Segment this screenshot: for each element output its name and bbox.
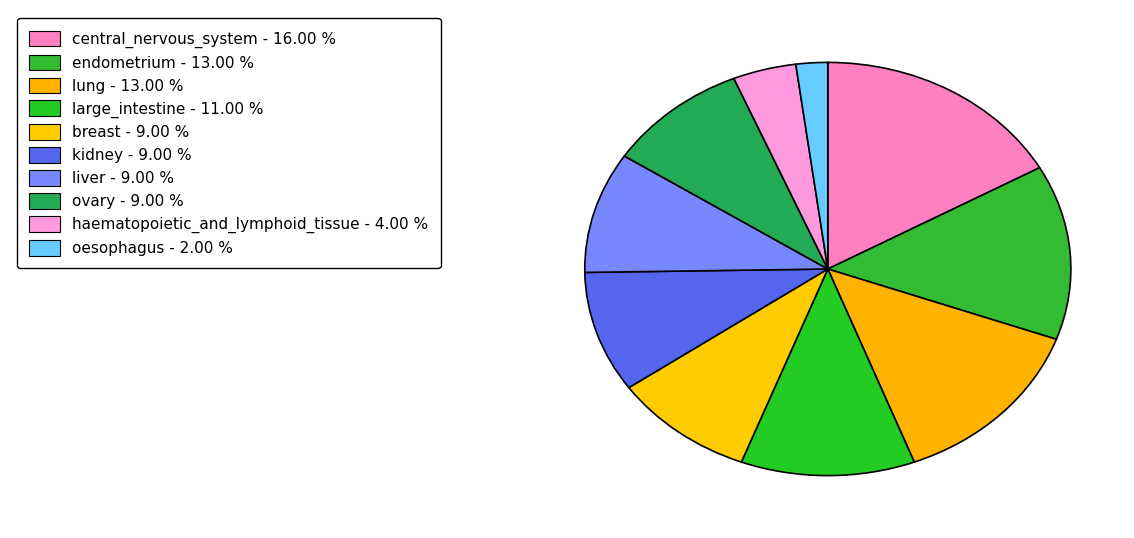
Wedge shape — [828, 168, 1070, 339]
Wedge shape — [629, 269, 828, 462]
Wedge shape — [585, 269, 828, 388]
Wedge shape — [742, 269, 914, 476]
Wedge shape — [734, 64, 828, 269]
Wedge shape — [796, 62, 828, 269]
Wedge shape — [585, 156, 828, 272]
Wedge shape — [828, 62, 1040, 269]
Wedge shape — [828, 269, 1057, 462]
Legend: central_nervous_system - 16.00 %, endometrium - 13.00 %, lung - 13.00 %, large_i: central_nervous_system - 16.00 %, endome… — [17, 18, 440, 268]
Wedge shape — [625, 79, 828, 269]
